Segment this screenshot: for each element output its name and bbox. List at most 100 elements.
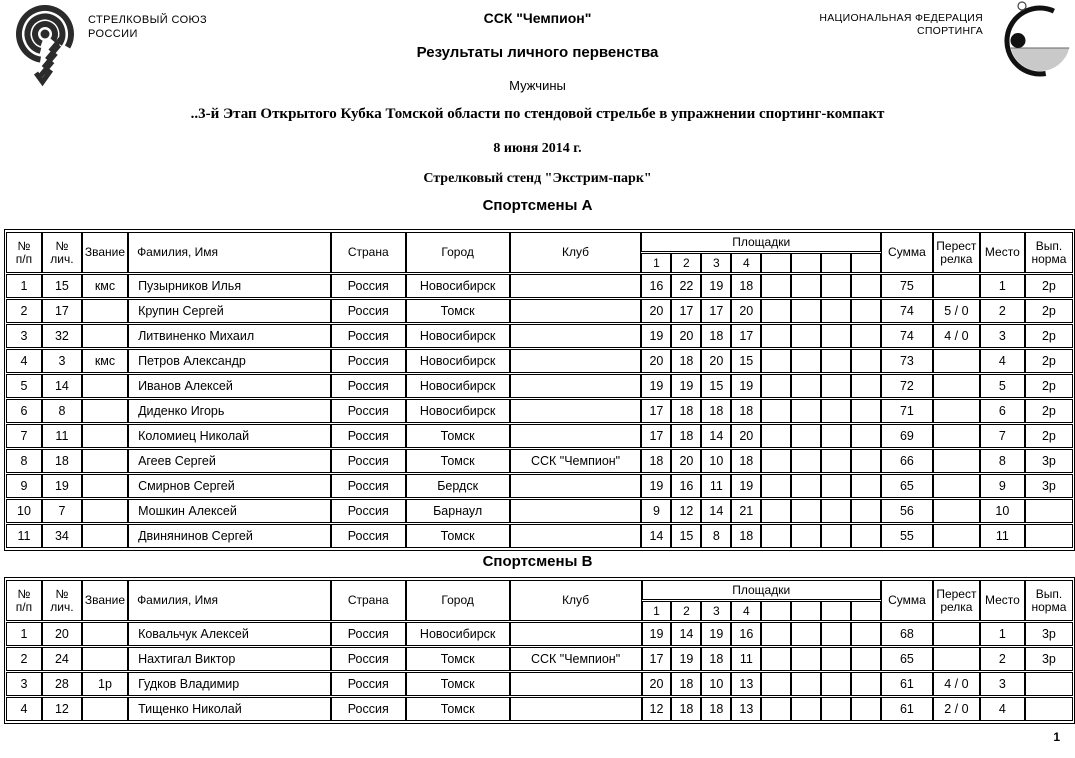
station-number: 3 [701, 253, 732, 273]
station-number: 3 [701, 601, 732, 621]
event-date: 8 июня 2014 г. [493, 141, 582, 156]
cell-npp: 5 [6, 374, 42, 398]
cell-city: Новосибирск [405, 349, 510, 373]
cell-rank [81, 449, 129, 473]
col-header-rank: Звание [81, 580, 129, 621]
cell-place: 3 [979, 324, 1025, 348]
cell-club [509, 499, 642, 523]
cell-score-7 [821, 399, 851, 423]
cell-nlich: 18 [41, 449, 82, 473]
cell-score-8 [851, 647, 881, 671]
cell-nlich: 32 [41, 324, 82, 348]
cell-score-6 [791, 499, 822, 523]
cell-score-7 [821, 622, 852, 646]
cell-score-7 [821, 374, 851, 398]
cell-score-5 [761, 349, 792, 373]
cell-npp: 1 [6, 622, 42, 646]
athlete-row: 1 15 кмс Пузырников Илья Россия Новосиби… [6, 274, 1073, 298]
cell-city: Новосибирск [405, 399, 510, 423]
sporting-federation-clay-target-icon [1004, 1, 1070, 77]
cell-score-5 [761, 274, 792, 298]
cell-rank [81, 647, 129, 671]
cell-name: Мошкин Алексей [128, 499, 331, 523]
cell-rank [81, 474, 129, 498]
cell-score-6 [791, 622, 822, 646]
cell-club [509, 524, 642, 548]
cell-shootoff [932, 349, 980, 373]
cell-score-3: 18 [701, 399, 732, 423]
cell-norm [1024, 697, 1073, 721]
cell-npp: 7 [6, 424, 42, 448]
cell-score-3: 19 [701, 274, 732, 298]
cell-score-4: 18 [731, 274, 762, 298]
cell-name: Смирнов Сергей [128, 474, 331, 498]
cell-score-2: 12 [671, 499, 702, 523]
cell-score-5 [761, 299, 792, 323]
cell-score-2: 19 [671, 647, 702, 671]
station-number [821, 601, 852, 621]
cell-score-1: 19 [641, 622, 672, 646]
cell-score-6 [791, 349, 822, 373]
cell-club: ССК "Чемпион" [509, 449, 642, 473]
cell-shootoff [932, 374, 980, 398]
athlete-row: 4 3 кмс Петров Александр Россия Новосиби… [6, 349, 1073, 373]
cell-rank [81, 399, 129, 423]
cell-shootoff [932, 499, 980, 523]
cell-shootoff [932, 474, 980, 498]
cell-score-8 [851, 524, 881, 548]
cell-city: Томск [405, 697, 510, 721]
cell-sum: 56 [880, 499, 933, 523]
cell-nlich: 8 [41, 399, 82, 423]
cell-shootoff [932, 449, 980, 473]
athlete-row: 5 14 Иванов Алексей Россия Новосибирск 1… [6, 374, 1073, 398]
cell-score-2: 14 [671, 622, 702, 646]
cell-club [509, 374, 642, 398]
col-header-place: Место [979, 232, 1025, 273]
cell-score-6 [791, 274, 822, 298]
cell-score-5 [761, 324, 792, 348]
athlete-row: 2 24 Нахтигал Виктор Россия Томск ССК "Ч… [6, 647, 1073, 671]
cell-score-2: 22 [671, 274, 702, 298]
cell-club [509, 324, 642, 348]
cell-score-7 [821, 274, 851, 298]
results-table-b: № п/п № лич. Звание Фамилия, Имя Страна … [6, 579, 1073, 722]
cell-score-4: 13 [731, 697, 762, 721]
cell-score-4: 17 [731, 324, 762, 348]
cell-npp: 8 [6, 449, 42, 473]
cell-score-3: 17 [701, 299, 732, 323]
cell-score-6 [791, 524, 822, 548]
club-name: ССК "Чемпион" [483, 10, 592, 26]
cell-score-5 [761, 524, 792, 548]
cell-name: Иванов Алексей [128, 374, 331, 398]
station-number [851, 253, 881, 273]
cell-rank [81, 424, 129, 448]
cell-score-5 [761, 374, 792, 398]
cell-city: Томск [405, 524, 510, 548]
cell-score-5 [761, 449, 792, 473]
col-header-country: Страна [330, 580, 406, 621]
cell-country: Россия [330, 349, 406, 373]
cell-score-6 [791, 647, 822, 671]
cell-score-3: 20 [701, 349, 732, 373]
col-header-shootoff: Перест релка [932, 580, 980, 621]
cell-score-7 [821, 449, 851, 473]
cell-country: Россия [330, 449, 406, 473]
cell-score-1: 17 [641, 399, 672, 423]
shooting-union-target-arrow-icon [16, 5, 74, 87]
cell-club [509, 274, 642, 298]
cell-score-3: 18 [701, 647, 732, 671]
left-org-name: СТРЕЛКОВЫЙ СОЮЗ РОССИИ [88, 14, 208, 40]
cell-norm: 3р [1024, 622, 1073, 646]
cell-score-1: 20 [641, 672, 672, 696]
cell-club [509, 697, 642, 721]
cell-score-7 [821, 324, 851, 348]
venue: Стрелковый стенд "Экстрим-парк" [423, 171, 652, 186]
cell-score-6 [791, 424, 822, 448]
cell-score-1: 19 [641, 474, 672, 498]
athlete-row: 4 12 Тищенко Николай Россия Томск 12 18 … [6, 697, 1073, 721]
cell-norm [1024, 672, 1073, 696]
report-title: Результаты личного первенства [416, 44, 659, 61]
cell-sum: 61 [880, 672, 933, 696]
cell-city: Томск [405, 672, 510, 696]
